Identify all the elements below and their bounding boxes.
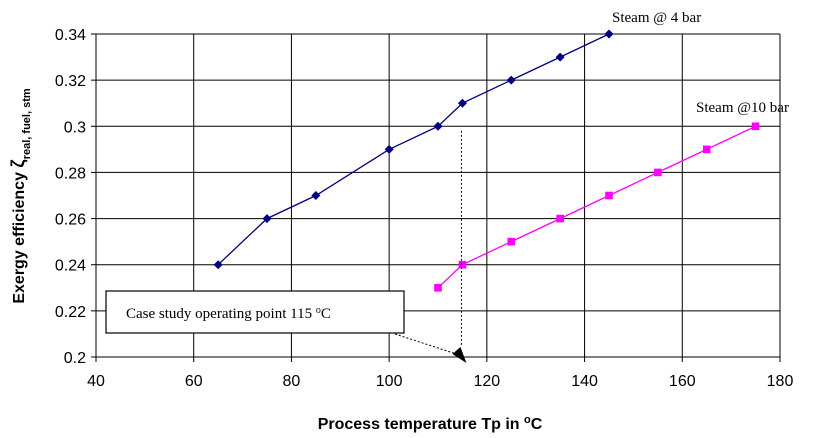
data-point-diamond xyxy=(262,214,272,224)
data-point-diamond xyxy=(213,260,223,270)
x-axis-title-degree: o xyxy=(524,414,531,426)
data-point-square xyxy=(654,168,662,177)
x-tick-label: 60 xyxy=(185,373,203,390)
data-point-square xyxy=(605,191,613,200)
y-tick-label: 0.22 xyxy=(55,304,86,321)
data-point-square xyxy=(458,260,467,269)
x-tick-label: 100 xyxy=(376,373,403,390)
series-line-1 xyxy=(437,125,756,289)
data-point-diamond xyxy=(311,191,321,200)
data-point-square xyxy=(751,122,760,131)
y-axis-title: Exergy efficiency ζreal, fuel, stm xyxy=(8,88,33,304)
y-tick-labels: 0.2 0.22 0.24 0.26 0.28 0.3 0.32 0.34 xyxy=(55,27,86,367)
data-point-square xyxy=(507,237,516,246)
y-tick-label: 0.3 xyxy=(64,119,86,136)
series-line-0 xyxy=(217,33,610,266)
annotation-group: Case study operating point 115 oC xyxy=(105,130,467,363)
series-group xyxy=(213,29,760,292)
annotation-box xyxy=(105,290,405,334)
series-label-4bar: Steam @ 4 bar xyxy=(612,10,701,26)
data-point-diamond xyxy=(457,98,467,108)
x-tick-label: 80 xyxy=(283,373,301,390)
data-point-diamond xyxy=(433,121,443,131)
annotation-arrowhead xyxy=(452,347,467,363)
data-point-diamond xyxy=(384,144,394,154)
data-point-diamond xyxy=(506,75,516,85)
x-tick-labels: 40 60 80 100 120 140 160 180 xyxy=(87,373,793,390)
y-tick-label: 0.26 xyxy=(55,212,86,229)
y-tick-label: 0.28 xyxy=(55,165,86,182)
y-tick-label: 0.2 xyxy=(64,350,86,367)
data-point-square xyxy=(702,145,711,154)
y-tick-label: 0.24 xyxy=(55,258,86,275)
y-axis-title-zeta: ζ xyxy=(8,159,29,167)
y-axis-title-subscript: real, fuel, stm xyxy=(21,88,33,159)
data-point-square xyxy=(434,283,442,292)
x-tick-label: 120 xyxy=(474,373,501,390)
x-tick-label: 160 xyxy=(669,373,696,390)
annotation-leader-line xyxy=(394,333,460,356)
x-axis-title-main: Process temperature Tp in xyxy=(318,416,524,433)
y-axis-title-main: Exergy efficiency xyxy=(11,168,28,304)
x-tick-label: 40 xyxy=(87,373,105,390)
data-point-square xyxy=(556,214,564,223)
data-point-diamond xyxy=(604,29,614,39)
x-tick-label: 180 xyxy=(767,373,794,390)
x-axis-title-unit: C xyxy=(531,416,543,433)
y-tick-label: 0.32 xyxy=(55,73,86,90)
y-tick-label: 0.34 xyxy=(55,27,86,44)
x-axis-title: Process temperature Tp in oC xyxy=(318,414,543,433)
x-tick-label: 140 xyxy=(571,373,598,390)
series-label-10bar: Steam @10 bar xyxy=(696,100,789,116)
annotation-text: Case study operating point 115 oC xyxy=(126,305,331,323)
data-point-diamond xyxy=(555,52,565,62)
